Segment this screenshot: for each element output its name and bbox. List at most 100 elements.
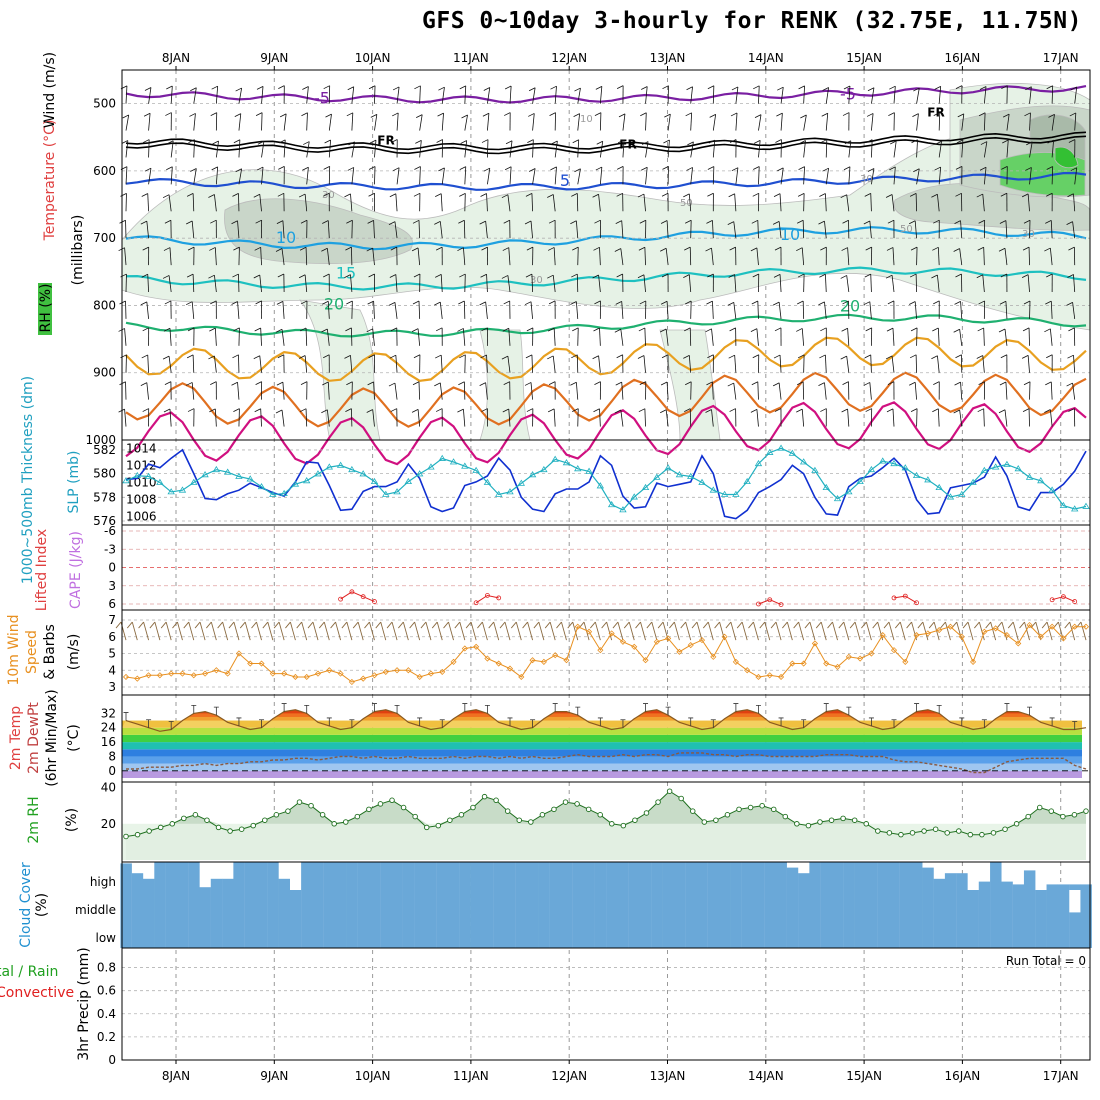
wind-barb [208, 194, 215, 198]
rh-point [620, 822, 627, 829]
wind-barb [639, 300, 646, 305]
surface-wind-barb [1019, 621, 1025, 629]
wind-barb [374, 166, 376, 185]
temperature-cap [122, 699, 1090, 710]
wind-barb [255, 300, 262, 305]
wind-barb [801, 328, 805, 346]
wind-barb [937, 274, 940, 293]
wind-barb [641, 166, 648, 171]
rh-point [759, 802, 765, 809]
surface-wind-barb [357, 621, 364, 641]
cloud-bar [1080, 890, 1092, 918]
wind-barb [1051, 85, 1054, 104]
wind-barb [616, 354, 623, 359]
rh-point [944, 830, 950, 836]
wind-barb [779, 355, 782, 373]
wind-barb [664, 113, 671, 118]
surface-wind-barb [793, 621, 799, 629]
wind-speed-point [529, 657, 536, 664]
cloud-bar [222, 878, 234, 890]
wind-barb [417, 247, 421, 266]
cloud-bar [572, 862, 584, 890]
surface-wind-barb [262, 621, 269, 629]
surface-wind-barb [594, 621, 601, 641]
cloud-bar [1069, 918, 1081, 948]
wind-barb [259, 194, 262, 212]
wind-barb [140, 220, 148, 225]
wind-barb [912, 113, 919, 117]
wind-barb [390, 327, 397, 332]
wind-barb [275, 248, 283, 252]
wind-barb [998, 328, 1006, 333]
wind-barb [1044, 409, 1051, 413]
wind-barb [638, 327, 646, 332]
wind-barb [1025, 167, 1032, 171]
surface-wind-barb [1069, 621, 1076, 641]
wind-barb [1049, 328, 1053, 346]
rh-point [331, 821, 337, 827]
cloud-bar [809, 890, 821, 918]
cloud-bar [990, 918, 1002, 948]
wind-barb [1067, 354, 1074, 359]
cloud-bar [323, 890, 336, 918]
surface-wind-barb [369, 621, 375, 641]
wind-barb [572, 408, 579, 412]
cloud-bar [617, 862, 629, 890]
wind-barb [483, 167, 490, 172]
wind-barb [982, 274, 985, 293]
wind-barb [1066, 221, 1073, 225]
wind-barb [752, 192, 759, 197]
cloud-bar [1001, 881, 1013, 890]
wind-barb [350, 193, 353, 212]
wind-barb [168, 194, 172, 212]
wind-barb [169, 408, 172, 427]
wind-barb [1049, 409, 1053, 427]
wind-barb [148, 139, 150, 158]
wind-speed-point [902, 658, 909, 665]
wind-barb [147, 354, 149, 373]
wind-speed-point [235, 650, 243, 657]
slp-point [201, 471, 209, 478]
wind-barb [916, 87, 920, 104]
wind-barb [892, 247, 895, 266]
temp-axis-title-part: 2m Temp [8, 706, 24, 770]
wind-barb [554, 86, 557, 104]
cloud-bar [165, 862, 178, 890]
cloud-bar [730, 890, 742, 918]
wind-barb [937, 408, 940, 427]
slp-tick-label: 1008 [126, 493, 157, 507]
wind-speed-point [1071, 623, 1078, 630]
wind-barb [277, 273, 285, 278]
wind-barb [351, 141, 355, 158]
wind-speed-point [585, 628, 593, 635]
wind-barb [193, 168, 197, 185]
surface-wind-barb [640, 621, 646, 641]
wind-barb [937, 355, 940, 373]
wind-barb [842, 112, 850, 116]
wind-barb [708, 139, 715, 144]
wind-barb [983, 167, 987, 185]
wind-barb [891, 194, 895, 212]
surface-wind-barb [669, 621, 675, 629]
rh-point [493, 797, 499, 804]
cloud-bar [628, 890, 641, 918]
wind-barb [1029, 141, 1033, 158]
surface-wind-barb [1064, 621, 1071, 629]
wind-barb [238, 113, 242, 131]
rh-point [458, 812, 465, 818]
cloud-bar [1080, 884, 1092, 890]
wind-barb [772, 221, 780, 225]
surface-wind-barb [917, 621, 924, 629]
rh-point [1013, 821, 1020, 827]
wind-barb [887, 381, 895, 385]
cloud-bar [696, 890, 708, 918]
wind-speed-point [1015, 640, 1022, 647]
cloud-bar [719, 890, 731, 918]
rh-axis-title: RH (%) [38, 284, 54, 333]
cloud-bar [323, 862, 336, 890]
temperature-minmax [371, 703, 377, 712]
wind-barb [660, 381, 668, 386]
temp-axis-title: 2m Temp [8, 706, 24, 770]
wind-barb [388, 301, 396, 306]
wind-barb [1023, 300, 1031, 305]
